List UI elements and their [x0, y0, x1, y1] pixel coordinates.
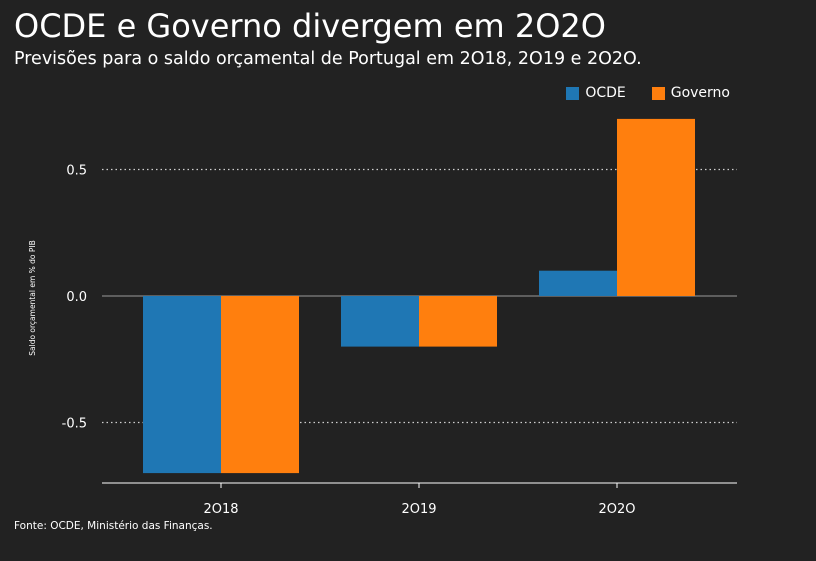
- bar-governo-0: [221, 296, 299, 474]
- legend-label-governo: Governo: [670, 85, 730, 101]
- bar-ocde-2: [539, 270, 617, 296]
- source-note: Fonte: OCDE, Ministério das Finanças.: [14, 520, 213, 532]
- y-axis-label: Saldo orçamental em % do PIB: [28, 240, 37, 356]
- x-tick-label: 2O18: [203, 502, 238, 517]
- chart-subtitle: Previsões para o saldo orçamental de Por…: [14, 49, 642, 69]
- x-tick-label: 2O2O: [598, 502, 635, 517]
- bar-ocde-0: [143, 296, 221, 474]
- legend-swatch-governo: [651, 86, 665, 100]
- y-tick-label: 0.0: [66, 290, 87, 305]
- legend: OCDE Governo: [566, 85, 730, 101]
- y-tick-label: -0.5: [62, 417, 87, 432]
- x-tick-label: 2O19: [401, 502, 436, 517]
- y-tick-labels: -0.5 0.0 0.5: [62, 164, 87, 432]
- bar-governo-1: [419, 296, 497, 347]
- y-tick-label: 0.5: [66, 164, 87, 179]
- chart-title: OCDE e Governo divergem em 2O2O: [14, 7, 606, 45]
- legend-item-governo: Governo: [651, 85, 730, 101]
- bar-governo-2: [617, 118, 695, 297]
- legend-item-ocde: OCDE: [566, 85, 626, 101]
- bar-ocde-1: [341, 296, 419, 347]
- bars: [143, 118, 695, 474]
- x-tick-labels: 2O18 2O19 2O2O: [203, 502, 635, 517]
- legend-swatch-ocde: [566, 86, 580, 100]
- legend-label-ocde: OCDE: [585, 85, 626, 101]
- axes: [102, 482, 737, 488]
